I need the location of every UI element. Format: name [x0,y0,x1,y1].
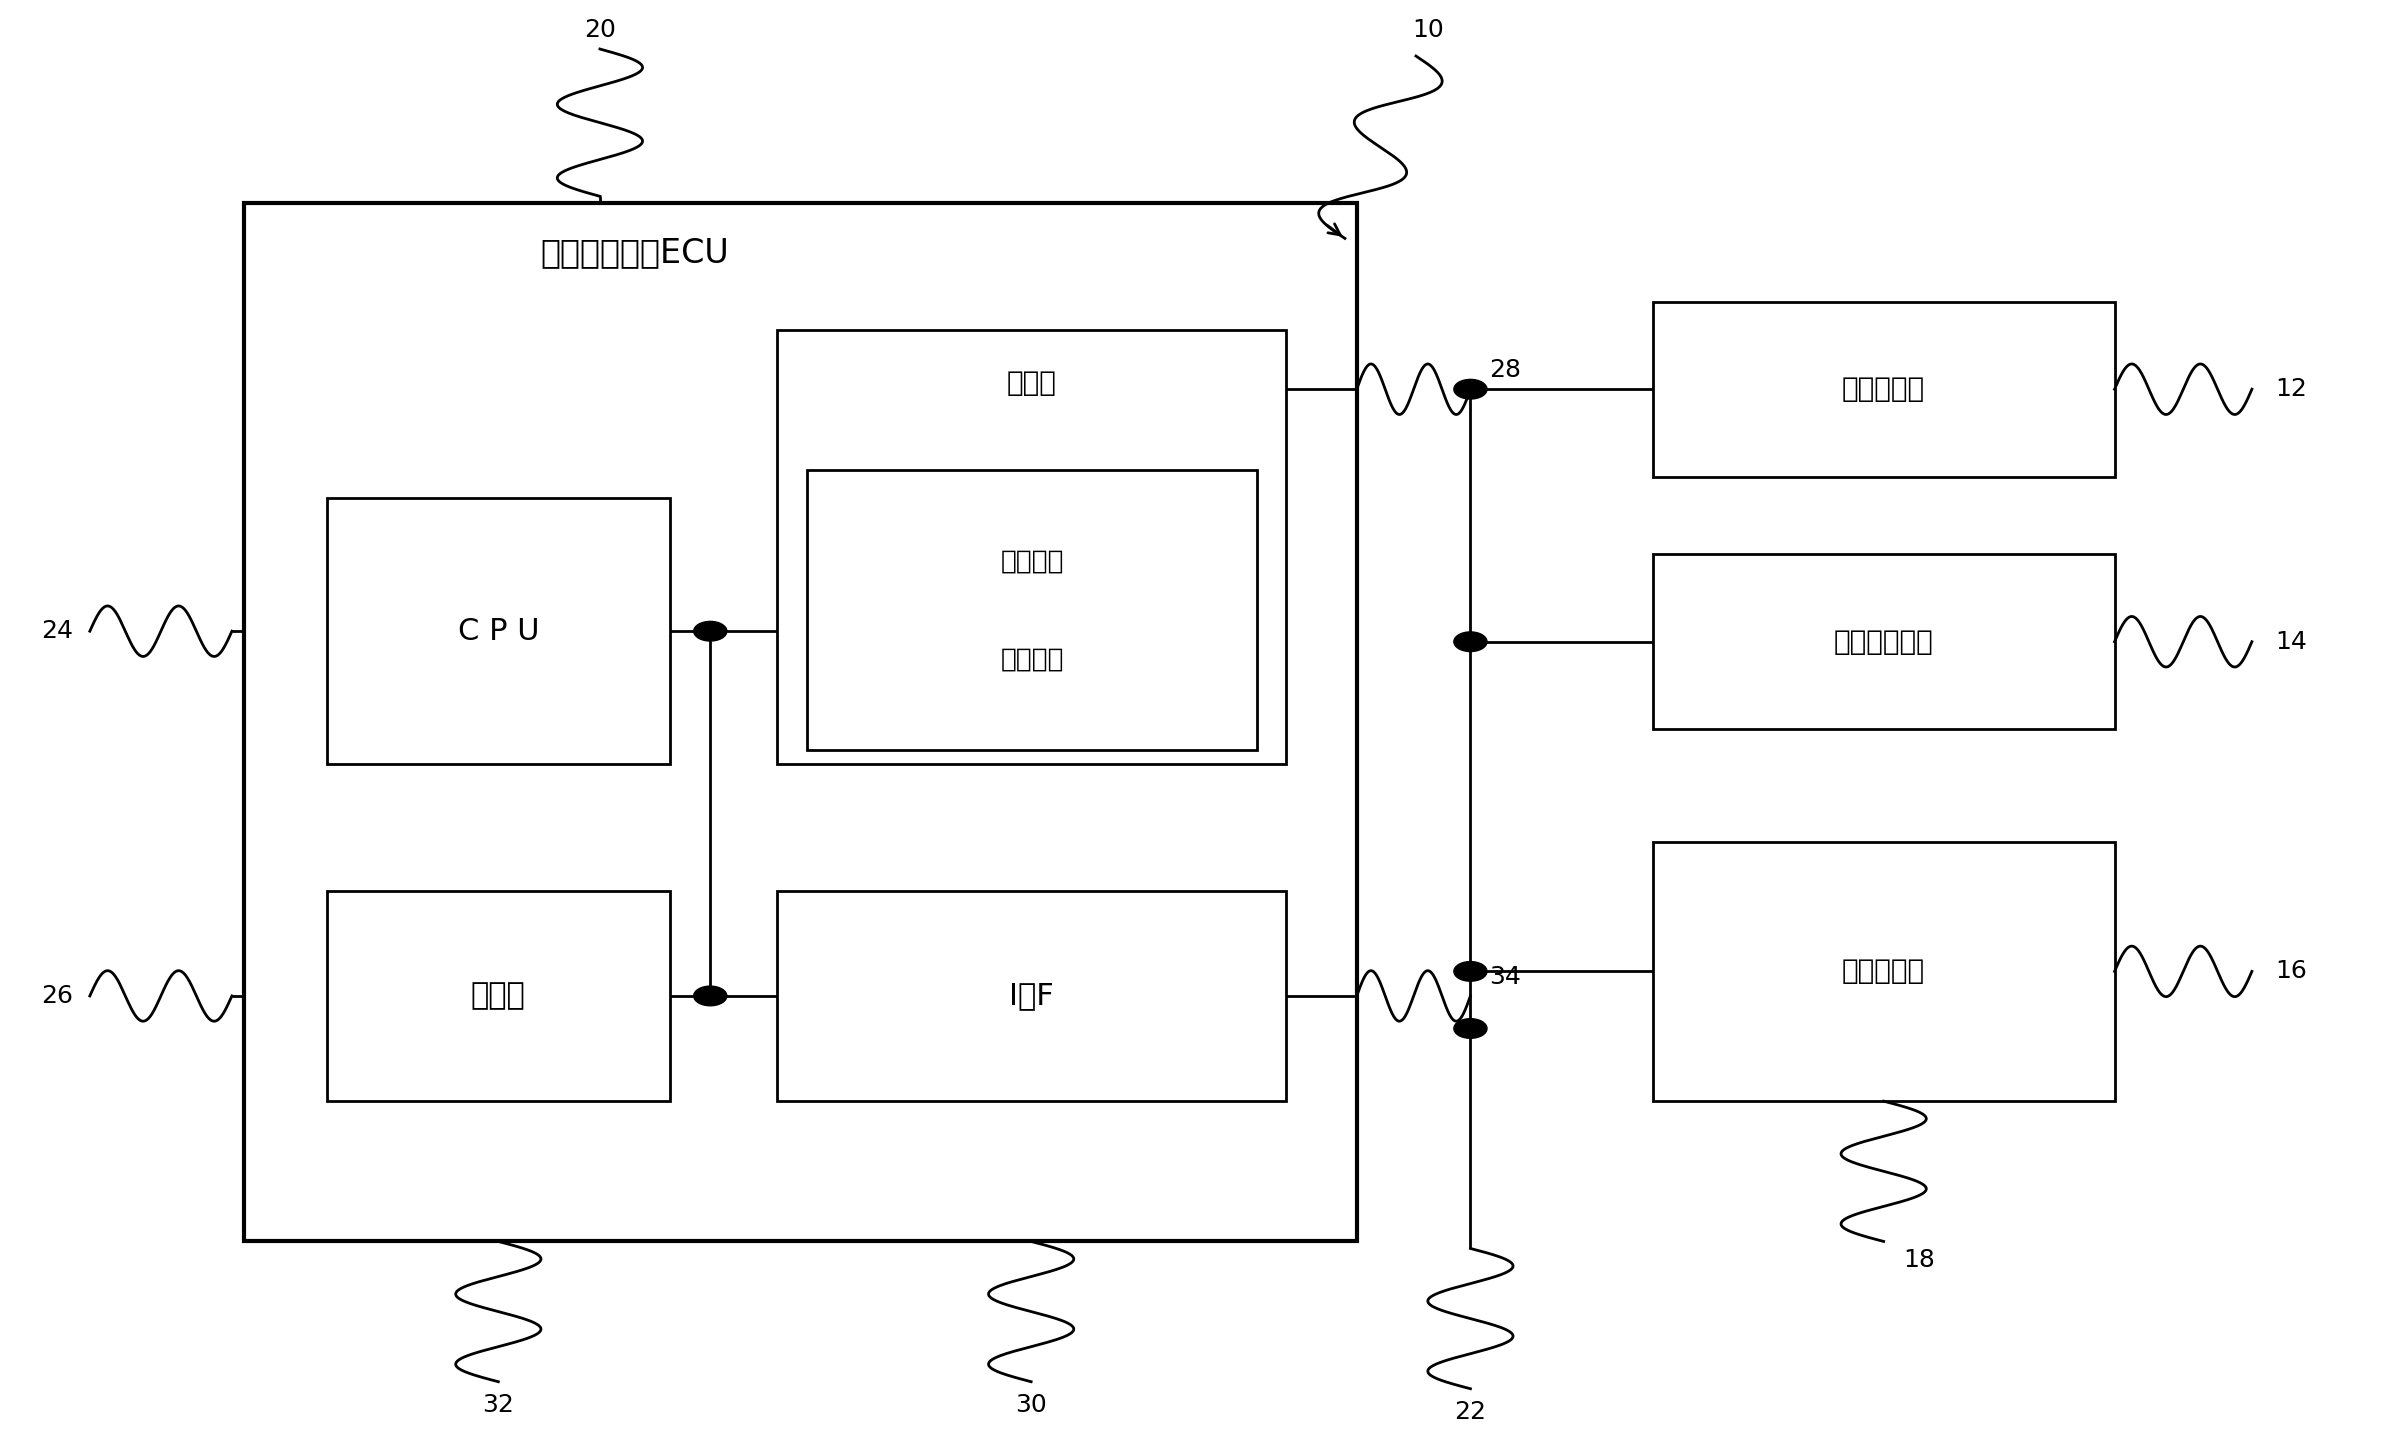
Text: I／F: I／F [1010,982,1053,1010]
Text: C P U: C P U [457,616,538,646]
Circle shape [693,986,727,1006]
Text: 12: 12 [2275,377,2308,401]
Circle shape [1453,380,1486,398]
Text: 30: 30 [1015,1393,1048,1417]
Circle shape [1453,962,1486,982]
Bar [1653,555,2115,729]
Text: 28: 28 [1489,358,1522,383]
Bar [807,470,1258,751]
Bar [777,891,1286,1101]
Bar [326,891,669,1101]
Text: 前方传感器: 前方传感器 [1841,375,1925,403]
Bar [777,330,1286,764]
Circle shape [693,622,727,641]
Text: 16: 16 [2275,959,2308,983]
Bar [1653,841,2115,1101]
Circle shape [1453,1019,1486,1039]
Text: 26: 26 [40,984,74,1007]
Text: 32: 32 [484,1393,515,1417]
Bar [243,203,1358,1241]
Text: 10: 10 [1413,19,1443,42]
Text: 20: 20 [584,19,617,42]
Bar [326,497,669,764]
Circle shape [1453,632,1486,652]
Text: 18: 18 [1903,1248,1934,1273]
Text: 34: 34 [1489,964,1522,989]
Text: 存储部: 存储部 [1005,368,1055,397]
Text: 24: 24 [40,619,74,643]
Text: 触感踏板控制ECU: 触感踏板控制ECU [541,236,729,269]
Text: 存储器: 存储器 [472,982,526,1010]
Text: 控制程序: 控制程序 [1000,646,1065,672]
Text: 触感踏板: 触感踏板 [1000,547,1065,575]
Bar [1653,301,2115,477]
Text: 本车辆传感器: 本车辆传感器 [1834,628,1934,656]
Text: 14: 14 [2275,629,2308,653]
Text: 反力施加部: 反力施加部 [1841,957,1925,986]
Text: 22: 22 [1455,1400,1486,1424]
